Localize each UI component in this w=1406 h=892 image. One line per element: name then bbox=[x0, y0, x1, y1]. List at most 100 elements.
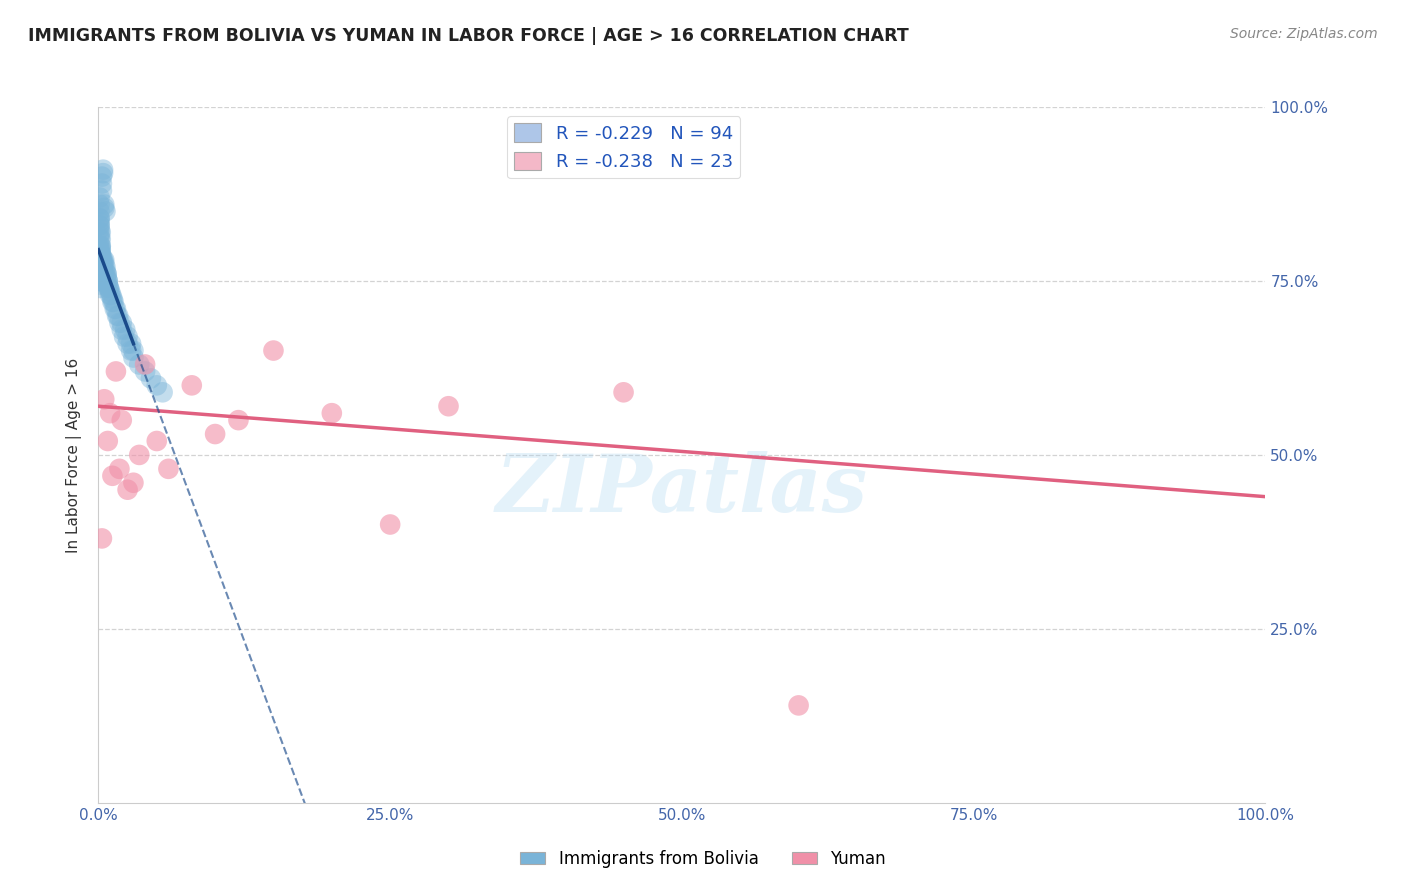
Point bbox=[97, 277, 120, 292]
Point bbox=[89, 274, 111, 288]
Point bbox=[122, 351, 145, 365]
Point bbox=[90, 169, 112, 184]
Y-axis label: In Labor Force | Age > 16: In Labor Force | Age > 16 bbox=[66, 358, 83, 552]
Point bbox=[90, 250, 112, 264]
Point bbox=[89, 270, 111, 285]
Point bbox=[104, 301, 127, 316]
Point bbox=[89, 211, 111, 226]
Point bbox=[89, 197, 111, 211]
Point bbox=[107, 309, 129, 323]
Point bbox=[89, 243, 111, 257]
Point bbox=[103, 294, 125, 309]
Point bbox=[93, 201, 115, 215]
Point bbox=[108, 462, 131, 476]
Point bbox=[93, 197, 115, 211]
Point bbox=[134, 358, 156, 372]
Point bbox=[91, 263, 114, 277]
Point bbox=[89, 219, 111, 233]
Point bbox=[90, 250, 112, 264]
Point bbox=[120, 343, 142, 358]
Point bbox=[139, 371, 162, 385]
Point bbox=[90, 532, 112, 546]
Point bbox=[437, 399, 460, 413]
Legend: R = -0.229   N = 94, R = -0.238   N = 23: R = -0.229 N = 94, R = -0.238 N = 23 bbox=[508, 116, 740, 178]
Point bbox=[89, 267, 111, 281]
Text: IMMIGRANTS FROM BOLIVIA VS YUMAN IN LABOR FORCE | AGE > 16 CORRELATION CHART: IMMIGRANTS FROM BOLIVIA VS YUMAN IN LABO… bbox=[28, 27, 908, 45]
Point bbox=[89, 211, 111, 226]
Point bbox=[89, 250, 111, 264]
Point bbox=[204, 427, 226, 442]
Point bbox=[613, 385, 636, 400]
Point bbox=[89, 246, 111, 260]
Point bbox=[108, 316, 131, 330]
Point bbox=[93, 392, 115, 407]
Point bbox=[89, 239, 111, 253]
Point bbox=[90, 246, 112, 260]
Point bbox=[117, 336, 139, 351]
Point bbox=[91, 256, 114, 270]
Text: Source: ZipAtlas.com: Source: ZipAtlas.com bbox=[1230, 27, 1378, 41]
Point bbox=[90, 239, 112, 253]
Point bbox=[122, 475, 145, 490]
Point bbox=[97, 274, 120, 288]
Point bbox=[90, 177, 112, 191]
Point bbox=[112, 329, 135, 343]
Point bbox=[101, 294, 124, 309]
Point bbox=[120, 336, 142, 351]
Point bbox=[157, 462, 180, 476]
Point bbox=[90, 260, 112, 274]
Point bbox=[89, 222, 111, 236]
Point bbox=[97, 434, 120, 448]
Point bbox=[93, 256, 115, 270]
Point bbox=[90, 253, 112, 268]
Point bbox=[91, 260, 114, 274]
Point bbox=[90, 267, 112, 281]
Point bbox=[378, 517, 402, 532]
Point bbox=[91, 162, 114, 177]
Point bbox=[94, 260, 117, 274]
Point bbox=[97, 274, 120, 288]
Point bbox=[146, 378, 169, 392]
Point bbox=[100, 288, 122, 302]
Point bbox=[89, 281, 111, 295]
Point bbox=[89, 204, 111, 219]
Point bbox=[96, 270, 118, 285]
Point bbox=[90, 184, 112, 198]
Point bbox=[321, 406, 343, 420]
Point bbox=[94, 263, 117, 277]
Point bbox=[90, 225, 112, 239]
Point bbox=[111, 323, 134, 337]
Point bbox=[180, 378, 202, 392]
Point bbox=[105, 309, 128, 323]
Point bbox=[90, 232, 112, 246]
Point bbox=[90, 256, 112, 270]
Legend: Immigrants from Bolivia, Yuman: Immigrants from Bolivia, Yuman bbox=[513, 844, 893, 875]
Point bbox=[122, 343, 145, 358]
Point bbox=[91, 166, 114, 180]
Text: ZIPatlas: ZIPatlas bbox=[496, 451, 868, 528]
Point bbox=[90, 260, 112, 274]
Point bbox=[90, 243, 112, 257]
Point bbox=[101, 468, 124, 483]
Point bbox=[89, 277, 111, 292]
Point bbox=[128, 358, 150, 372]
Point bbox=[90, 267, 112, 281]
Point bbox=[89, 219, 111, 233]
Point bbox=[90, 246, 112, 260]
Point bbox=[787, 698, 810, 713]
Point bbox=[97, 281, 120, 295]
Point bbox=[91, 253, 114, 268]
Point bbox=[89, 256, 111, 270]
Point bbox=[89, 260, 111, 274]
Point bbox=[89, 232, 111, 246]
Point bbox=[104, 364, 127, 378]
Point bbox=[152, 385, 174, 400]
Point bbox=[98, 285, 121, 299]
Point bbox=[96, 267, 118, 281]
Point bbox=[97, 281, 120, 295]
Point bbox=[101, 291, 124, 305]
Point bbox=[98, 406, 121, 420]
Point bbox=[90, 256, 112, 270]
Point bbox=[128, 448, 150, 462]
Point bbox=[117, 329, 139, 343]
